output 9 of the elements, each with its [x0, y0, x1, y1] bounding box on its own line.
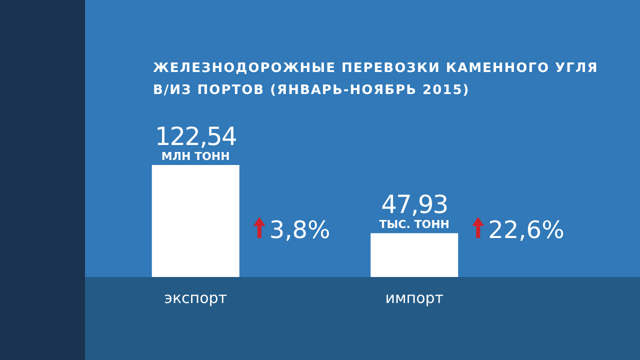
annotation: 3,8%: [269, 216, 330, 244]
annotation: 22,6%: [488, 216, 564, 244]
annotation: МЛН ТОНН: [161, 150, 230, 163]
data-label: 47,93: [381, 190, 448, 220]
chart-title: ЖЕЛЕЗНОДОРОЖНЫЕ ПЕРЕВОЗКИ КАМЕННОГО УГЛЯ В/ИЗ ПОРТОВ (ЯНВАРЬ-НОЯБРЬ 2015): [153, 61, 598, 98]
annotation: ТЫС. ТОНН: [379, 218, 450, 232]
data-label: 122,54: [154, 122, 236, 151]
x-tick-label: импорт: [385, 289, 444, 307]
x-tick-label: экспорт: [164, 289, 228, 307]
